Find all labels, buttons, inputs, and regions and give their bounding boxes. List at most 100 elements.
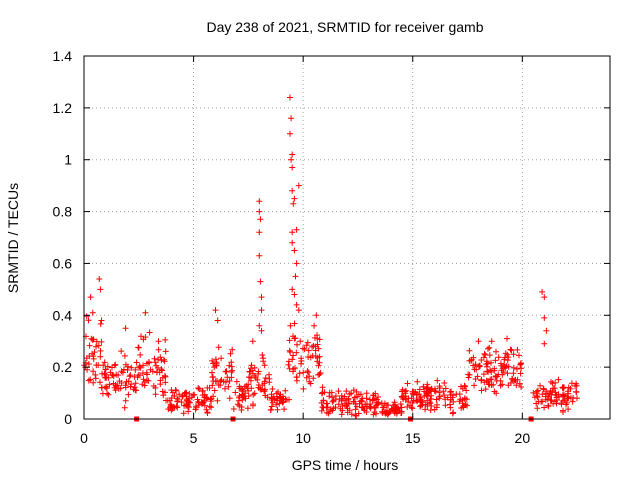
data-point	[292, 273, 299, 280]
data-point	[573, 388, 580, 395]
data-point	[539, 391, 546, 398]
data-point	[228, 359, 235, 366]
data-point	[559, 384, 566, 391]
data-point	[379, 408, 386, 415]
x-tick-label: 20	[515, 430, 531, 446]
data-point	[507, 346, 514, 353]
data-point	[162, 389, 168, 396]
data-point	[183, 402, 189, 409]
data-point	[173, 403, 180, 410]
data-point	[486, 344, 493, 351]
data-point	[242, 395, 249, 402]
data-point	[252, 374, 259, 381]
data-point	[261, 388, 268, 395]
data-point	[97, 347, 104, 354]
data-point	[269, 386, 276, 392]
data-point	[338, 392, 345, 399]
data-point	[542, 396, 549, 403]
data-point	[144, 360, 150, 367]
data-point	[466, 347, 473, 354]
data-point	[137, 351, 144, 358]
data-point	[551, 385, 558, 392]
data-point	[268, 397, 275, 403]
data-point	[534, 405, 541, 412]
data-point	[157, 381, 164, 388]
data-point	[236, 394, 242, 401]
data-point	[249, 338, 256, 345]
data-point	[95, 342, 102, 349]
data-point	[378, 400, 385, 407]
data-point	[233, 378, 240, 385]
data-point	[307, 380, 314, 387]
data-point	[517, 361, 524, 368]
data-point	[428, 392, 435, 399]
data-point	[319, 384, 326, 391]
grid-lines	[84, 56, 610, 419]
x-tick-label: 10	[295, 430, 311, 446]
data-point	[353, 403, 360, 410]
data-point	[288, 156, 295, 163]
data-point	[370, 411, 377, 418]
data-point	[289, 187, 296, 194]
data-point	[124, 363, 131, 370]
data-point	[96, 276, 103, 282]
data-point	[209, 369, 215, 376]
data-point	[289, 229, 296, 236]
data-point	[509, 376, 516, 383]
data-point	[401, 388, 408, 395]
data-point	[488, 376, 495, 383]
data-point	[128, 364, 135, 371]
data-point	[478, 377, 485, 384]
data-point	[297, 338, 304, 345]
data-point	[213, 360, 220, 367]
data-point	[112, 361, 119, 368]
data-point	[535, 398, 542, 405]
y-axis-label: SRMTID / TECUs	[5, 183, 21, 293]
data-point	[136, 364, 143, 371]
data-point	[86, 353, 93, 360]
data-point	[289, 164, 296, 171]
data-point	[257, 216, 264, 223]
data-point	[440, 388, 447, 395]
data-point	[311, 322, 318, 329]
data-point	[162, 348, 169, 355]
data-point	[419, 399, 425, 406]
data-point	[313, 312, 320, 319]
data-point	[266, 379, 273, 386]
data-point	[174, 404, 181, 411]
data-point	[417, 394, 424, 401]
data-point	[195, 385, 202, 391]
y-tick-label: 0.6	[53, 255, 73, 271]
data-point	[541, 294, 548, 301]
data-point	[510, 351, 517, 358]
data-point	[375, 401, 381, 408]
data-point	[448, 388, 455, 395]
data-point	[465, 371, 472, 378]
data-point	[389, 406, 396, 413]
data-point	[319, 404, 326, 410]
data-point	[292, 365, 298, 372]
data-point	[481, 350, 488, 357]
data-point	[300, 369, 307, 376]
data-point	[363, 390, 370, 397]
data-point	[321, 389, 328, 396]
x-tick-label: 15	[405, 430, 421, 446]
data-point	[176, 391, 183, 398]
data-point	[548, 378, 554, 385]
data-point	[246, 374, 253, 381]
data-point	[152, 391, 159, 398]
data-point	[543, 327, 550, 334]
data-point	[84, 366, 91, 373]
y-tick-label: 1.2	[53, 100, 73, 116]
data-point	[300, 345, 306, 352]
data-point	[149, 368, 156, 375]
data-point	[370, 396, 376, 403]
data-point	[193, 404, 200, 411]
data-point	[453, 391, 460, 398]
data-point	[258, 307, 265, 314]
data-point	[350, 398, 357, 405]
data-point	[290, 352, 297, 359]
data-point	[257, 278, 264, 285]
data-point	[168, 387, 175, 394]
data-point	[289, 356, 296, 363]
